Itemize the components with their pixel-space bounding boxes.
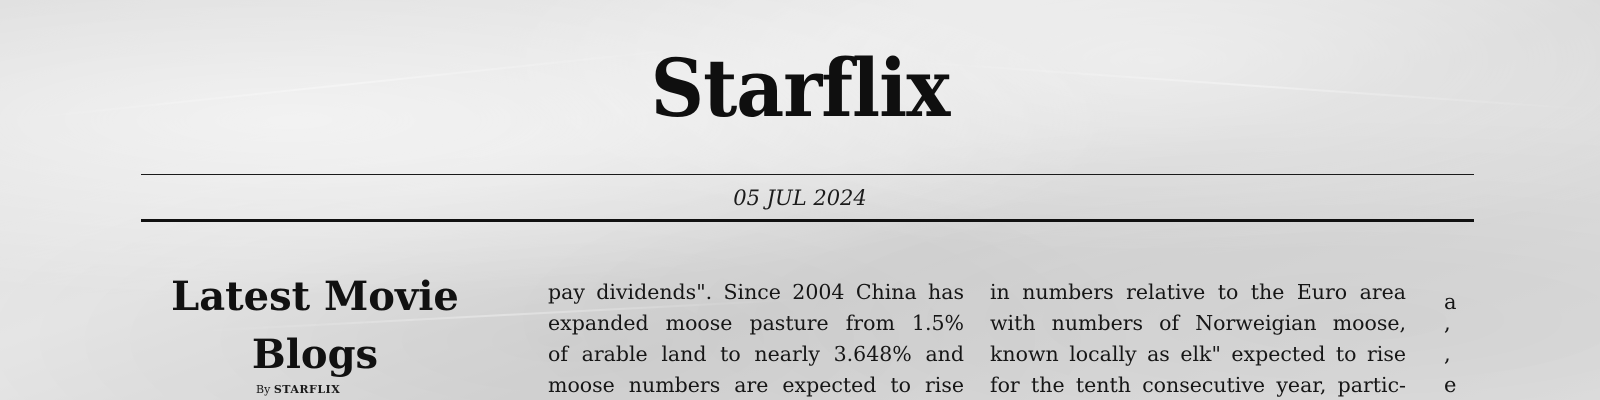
column-line: known locally as elk" expected to rise <box>990 342 1406 366</box>
column-line: a <box>1444 290 1457 314</box>
article-column-1: pay dividends". Since 2004 China has exp… <box>548 277 964 400</box>
column-line: e <box>1444 373 1457 397</box>
column-line: , <box>1444 342 1451 366</box>
column-line: moose numbers are expected to rise <box>548 373 964 397</box>
column-line: expanded moose pasture from 1.5% <box>548 311 964 335</box>
sidebar-heading-line-2: Blogs <box>251 331 379 378</box>
column-line: with numbers of Norweigian moose, <box>990 311 1406 335</box>
article-column-3: a , , e <box>1444 277 1474 400</box>
column-line: pay dividends". Since 2004 China has <box>548 280 964 304</box>
sidebar-heading: Latest Movie Blogs <box>160 268 470 384</box>
byline-author: STARFLIX <box>273 383 341 396</box>
sidebar-heading-line-1: Latest Movie <box>171 273 459 320</box>
column-line: , <box>1444 311 1451 335</box>
masthead-rule-top <box>141 174 1474 175</box>
masthead-rule-bottom <box>141 219 1474 222</box>
article-column-2: in numbers relative to the Euro area wit… <box>990 277 1406 400</box>
dateline: 05 JUL 2024 <box>733 186 867 210</box>
byline: By STARFLIX <box>256 383 340 396</box>
byline-prefix: By <box>256 383 271 396</box>
masthead-title: Starflix <box>650 42 951 136</box>
column-line: of arable land to nearly 3.648% and <box>548 342 964 366</box>
column-line: in numbers relative to the Euro area <box>990 280 1406 304</box>
column-line: for the tenth consecutive year, partic- <box>990 373 1406 397</box>
